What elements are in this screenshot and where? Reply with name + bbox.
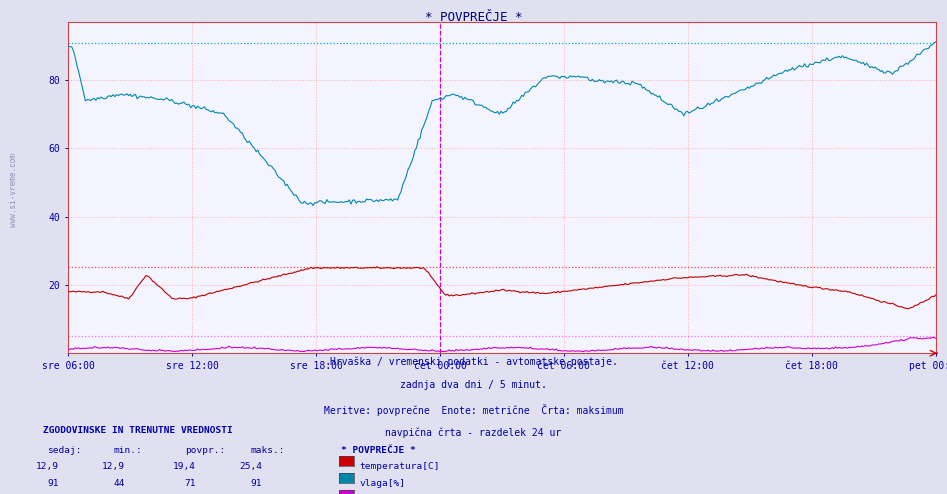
- Text: 71: 71: [185, 479, 196, 488]
- Text: 91: 91: [47, 479, 59, 488]
- Text: min.:: min.:: [114, 446, 142, 454]
- Text: ZGODOVINSKE IN TRENUTNE VREDNOSTI: ZGODOVINSKE IN TRENUTNE VREDNOSTI: [43, 426, 232, 435]
- Text: * POVPREČJE *: * POVPREČJE *: [341, 446, 416, 454]
- Text: Hrvaška / vremenski podatki - avtomatske postaje.: Hrvaška / vremenski podatki - avtomatske…: [330, 357, 617, 367]
- Text: 19,4: 19,4: [173, 462, 196, 471]
- Text: sedaj:: sedaj:: [47, 446, 81, 454]
- Text: Meritve: povprečne  Enote: metrične  Črta: maksimum: Meritve: povprečne Enote: metrične Črta:…: [324, 404, 623, 416]
- Text: www.si-vreme.com: www.si-vreme.com: [9, 153, 18, 227]
- Text: 25,4: 25,4: [240, 462, 262, 471]
- Text: povpr.:: povpr.:: [185, 446, 225, 454]
- Text: 12,9: 12,9: [36, 462, 59, 471]
- Text: vlaga[%]: vlaga[%]: [360, 479, 406, 488]
- Text: 91: 91: [251, 479, 262, 488]
- Text: 12,9: 12,9: [102, 462, 125, 471]
- Text: * POVPREČJE *: * POVPREČJE *: [425, 11, 522, 24]
- Text: temperatura[C]: temperatura[C]: [360, 462, 440, 471]
- Text: navpična črta - razdelek 24 ur: navpična črta - razdelek 24 ur: [385, 428, 562, 438]
- Text: maks.:: maks.:: [251, 446, 285, 454]
- Text: zadnja dva dni / 5 minut.: zadnja dva dni / 5 minut.: [400, 380, 547, 390]
- Text: 44: 44: [114, 479, 125, 488]
